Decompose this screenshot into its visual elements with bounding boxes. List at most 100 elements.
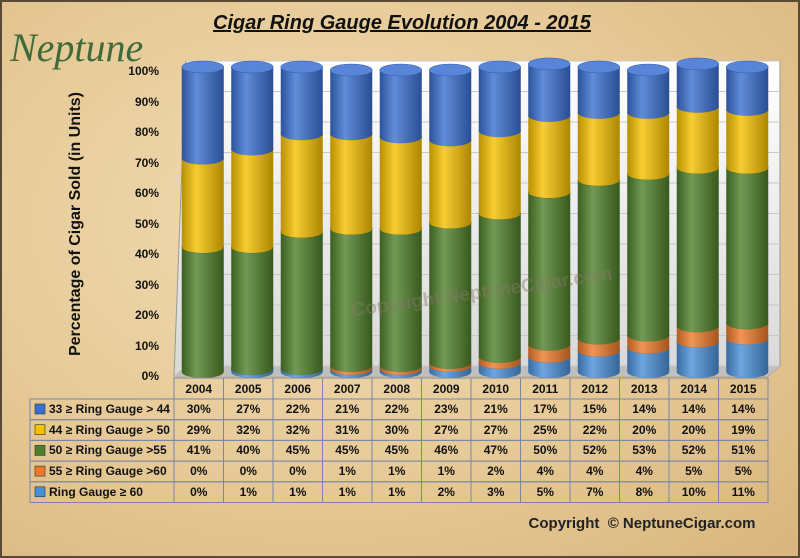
data-label: 1% <box>289 484 307 499</box>
chart-title: Cigar Ring Gauge Evolution 2004 - 2015 <box>213 12 591 34</box>
data-label: 27% <box>483 422 508 437</box>
data-label: 8% <box>635 484 653 499</box>
data-label: 32% <box>236 422 261 437</box>
bar-segment-2013-s1 <box>627 112 670 180</box>
bar-segment-2006-s0 <box>280 67 323 141</box>
bar-segment-2011-s0 <box>528 63 571 122</box>
data-label: 51% <box>731 443 756 458</box>
x-category-label: 2014 <box>680 382 708 396</box>
bar-segment-2013-s0 <box>627 70 670 119</box>
data-label: 1% <box>388 464 406 479</box>
data-label: 4% <box>635 464 653 479</box>
data-label: 25% <box>533 422 558 437</box>
x-category-label: 2012 <box>581 382 609 396</box>
data-label: 30% <box>186 402 211 416</box>
bar-segment-2004-s1 <box>181 158 224 253</box>
data-label: 11% <box>731 484 755 499</box>
bar-segment-2012-s0 <box>577 67 620 119</box>
data-label: 50% <box>533 443 558 458</box>
bar-segment-2007-s2 <box>330 228 373 372</box>
data-label: 0% <box>289 464 307 479</box>
data-table <box>29 377 769 503</box>
bar-segment-2005-s0 <box>231 67 274 156</box>
data-label: 10% <box>681 484 706 499</box>
data-label: 1% <box>338 484 356 499</box>
data-label: 40% <box>236 443 261 458</box>
bar-segment-2015-s4 <box>726 338 769 378</box>
data-label: 1% <box>437 464 455 479</box>
bar-segment-2013-s2 <box>627 173 670 342</box>
bar-segment-top <box>478 60 521 74</box>
data-label: 53% <box>632 443 657 458</box>
bar-segment-2014-s4 <box>676 341 719 378</box>
data-label: 41% <box>186 443 211 458</box>
data-label: 22% <box>285 402 310 416</box>
data-label: 5% <box>685 464 703 479</box>
data-label: 14% <box>681 402 706 416</box>
bar-segment-2014-s2 <box>676 167 719 333</box>
bar-segment-top <box>429 63 472 77</box>
data-label: 45% <box>285 443 310 458</box>
data-label: 0% <box>190 464 208 479</box>
data-label: 21% <box>335 402 360 416</box>
y-tick-label: 50% <box>134 216 159 231</box>
x-category-label: 2013 <box>630 382 658 396</box>
data-label: 29% <box>186 422 211 437</box>
bar-segment-top <box>379 63 422 77</box>
data-label: 1% <box>338 464 356 479</box>
data-label: 1% <box>239 484 257 499</box>
data-label: 22% <box>384 402 409 416</box>
data-label: 15% <box>582 402 607 416</box>
table-cell <box>718 481 769 503</box>
y-tick-label: 70% <box>134 155 159 170</box>
data-label: 46% <box>434 443 459 458</box>
x-category-label: 2006 <box>284 382 312 396</box>
data-label: 32% <box>285 422 310 437</box>
bar-segment-2004-s2 <box>181 246 224 378</box>
bar-segment-2010-s0 <box>478 67 521 138</box>
bar-segment-top <box>627 63 670 77</box>
data-label: 3% <box>487 484 505 499</box>
legend-swatch <box>34 403 46 415</box>
bar-segment-2010-s1 <box>478 131 521 220</box>
bar-segment-2004-s0 <box>181 67 224 165</box>
data-label: 4% <box>536 464 554 479</box>
data-label: 45% <box>335 443 360 458</box>
bar-segment-2015-s0 <box>726 67 769 116</box>
bar-segment-2015-s2 <box>726 167 769 330</box>
data-label: 22% <box>582 422 607 437</box>
y-tick-label: 100% <box>128 64 159 78</box>
y-tick-label: 20% <box>134 308 159 322</box>
bar-segment-2007-s1 <box>330 134 373 235</box>
bar-segment-2008-s0 <box>379 70 422 144</box>
bar-segment-top <box>330 63 373 77</box>
bar-segment-2011-s2 <box>528 192 571 351</box>
y-tick-label: 60% <box>134 186 159 200</box>
bar-segment-2013-s4 <box>627 347 670 378</box>
data-label: 2% <box>487 464 505 479</box>
bar-segment-top <box>231 60 274 74</box>
bar-segment-2012-s4 <box>577 350 620 378</box>
data-label: 23% <box>434 402 459 416</box>
bar-segment-2009-s0 <box>429 70 472 147</box>
x-category-label: 2011 <box>532 382 559 396</box>
legend-swatch <box>34 445 46 456</box>
bar-segment-2008-s2 <box>379 228 422 372</box>
data-label: 0% <box>190 484 208 499</box>
data-label: 2% <box>437 484 455 499</box>
data-label: 5% <box>536 484 554 499</box>
y-tick-label: 40% <box>134 247 159 261</box>
data-label: 5% <box>734 464 752 479</box>
y-axis-label: Percentage of Cigar Sold (in Units) <box>67 91 84 357</box>
bar-segment-2006-s2 <box>280 231 323 375</box>
bar-segment-top <box>528 57 571 71</box>
data-label: 1% <box>388 484 406 499</box>
neptune-logo: Neptune <box>10 25 144 70</box>
y-tick-label: 10% <box>134 338 159 353</box>
y-tick-label: 80% <box>134 125 159 139</box>
bar-segment-2005-s2 <box>231 246 274 375</box>
data-label: 20% <box>632 422 657 437</box>
legend-label: Ring Gauge ≥ 60 <box>49 484 143 499</box>
